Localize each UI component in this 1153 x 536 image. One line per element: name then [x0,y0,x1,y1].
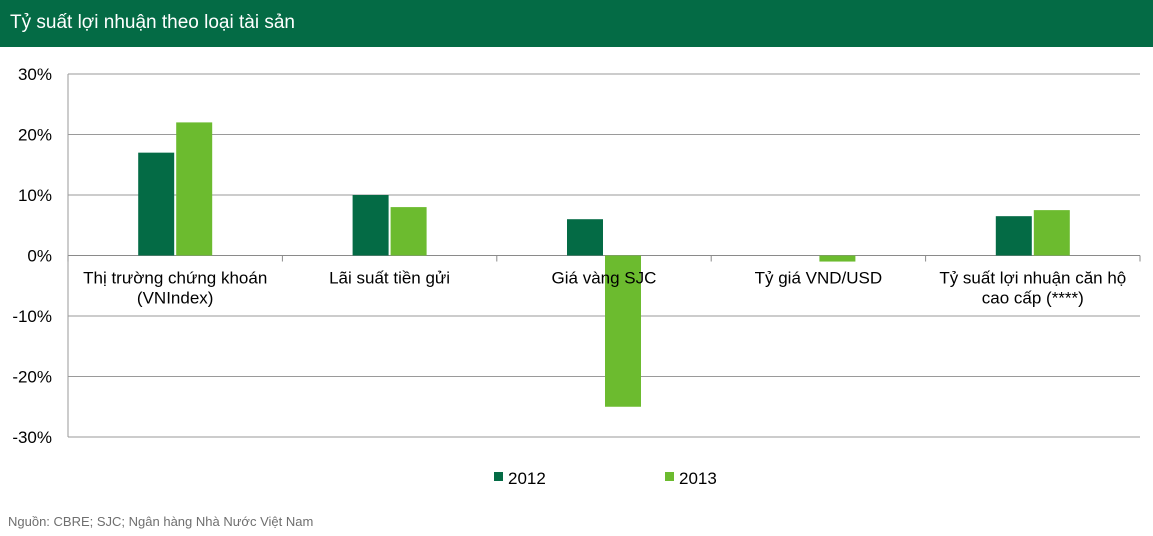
y-tick-label: -10% [12,307,52,326]
y-tick-label: -30% [12,428,52,447]
bar-2012 [995,216,1032,256]
legend-swatch-2013 [665,472,674,481]
bar-2013 [1033,210,1070,256]
y-tick-label: 0% [27,247,52,266]
category-label: Giá vàng SJC [552,269,657,288]
category-label: cao cấp (****) [982,289,1084,308]
chart-title: Tỷ suất lợi nhuận theo loại tài sản [10,12,295,33]
bar-2013 [605,255,641,407]
category-label: Thị trường chứng khoán [83,269,267,288]
y-tick-label: 10% [18,186,52,205]
bar-2012 [567,219,603,256]
y-tick-label: -20% [12,368,52,387]
bar-2012 [138,152,175,256]
category-label: Lãi suất tiền gửi [329,269,450,288]
title-bar: Tỷ suất lợi nhuận theo loại tài sản [0,0,1153,47]
y-tick-label: 30% [18,65,52,84]
bar-2013 [176,122,213,256]
category-label: Tỷ giá VND/USD [755,269,883,288]
source-note: Nguồn: CBRE; SJC; Ngân hàng Nhà Nước Việ… [8,514,314,529]
y-tick-label: 20% [18,126,52,145]
legend-label: 2012 [508,469,546,488]
legend-label: 2013 [679,469,717,488]
bar-2013 [390,207,427,256]
bar-2013 [819,255,856,262]
legend-swatch-2012 [494,472,503,481]
bar-2012 [352,195,389,256]
category-label: (VNIndex) [137,289,214,308]
category-label: Tỷ suất lợi nhuận căn hộ [939,269,1126,288]
